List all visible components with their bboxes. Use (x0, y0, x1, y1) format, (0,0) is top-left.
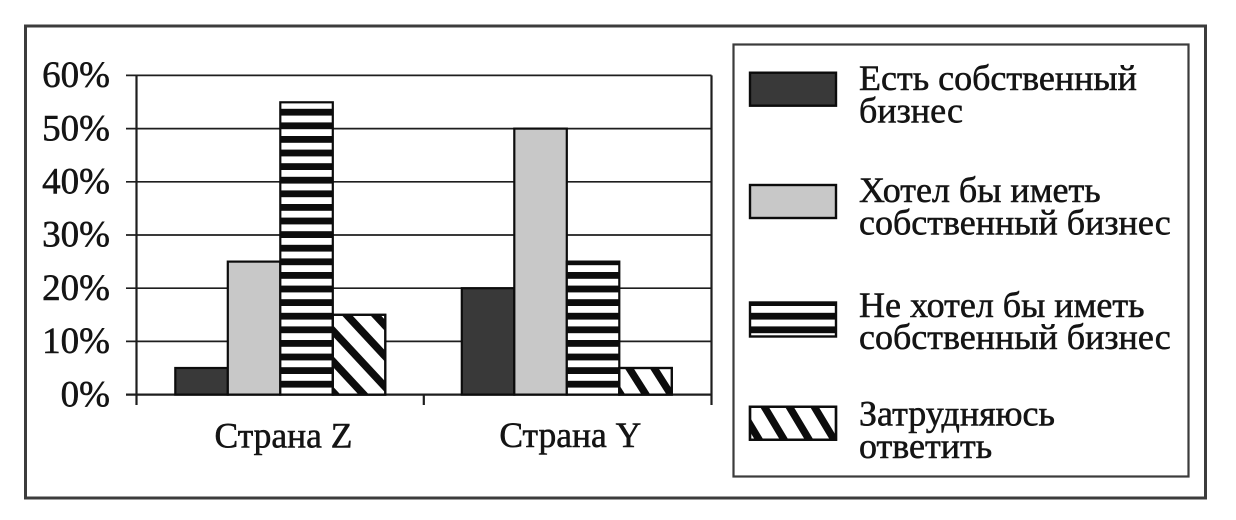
svg-text:Не хотел бы иметь: Не хотел бы иметь (859, 285, 1145, 325)
svg-text:ответить: ответить (859, 426, 992, 466)
svg-text:60%: 60% (42, 55, 110, 96)
svg-text:50%: 50% (42, 108, 110, 149)
svg-text:собственный бизнес: собственный бизнес (859, 317, 1171, 357)
svg-text:20%: 20% (42, 268, 110, 309)
svg-text:Хотел бы иметь: Хотел бы иметь (859, 170, 1101, 210)
svg-text:Затрудняюсь: Затрудняюсь (859, 393, 1055, 433)
svg-text:собственный бизнес: собственный бизнес (859, 202, 1171, 242)
svg-text:бизнес: бизнес (859, 91, 963, 131)
svg-text:30%: 30% (42, 215, 110, 256)
svg-text:10%: 10% (42, 321, 110, 362)
svg-text:Страна Y: Страна Y (499, 415, 641, 455)
svg-text:40%: 40% (42, 162, 110, 203)
svg-text:Есть собственный: Есть собственный (859, 58, 1137, 98)
svg-text:0%: 0% (61, 374, 110, 415)
svg-text:Страна Z: Страна Z (215, 415, 353, 455)
